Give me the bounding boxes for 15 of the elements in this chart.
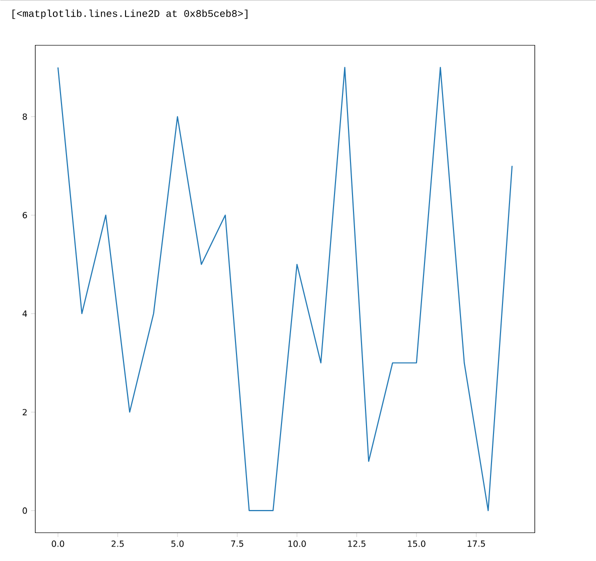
y-tick-label: 6 [22, 212, 27, 218]
x-tick-label: 15.0 [408, 540, 426, 548]
x-tick-label: 0.0 [52, 540, 64, 548]
y-tick-label: 0 [22, 508, 27, 514]
y-tick-label: 2 [22, 409, 27, 416]
y-tick-label: 4 [22, 310, 28, 317]
y-tick-label: 8 [22, 114, 27, 120]
x-tick-label: 7.5 [231, 540, 244, 547]
x-tick-label: 17.5 [468, 540, 485, 547]
x-tick-label: 5.0 [171, 540, 184, 548]
x-tick-label: 10.0 [288, 540, 306, 548]
x-tick-label: 2.5 [112, 540, 124, 548]
x-tick-label: 12.5 [348, 540, 366, 548]
line-series [57, 66, 513, 512]
text: [<matplotlib.lines.Line2D at 0x8b5ceb8>] [12, 10, 248, 20]
